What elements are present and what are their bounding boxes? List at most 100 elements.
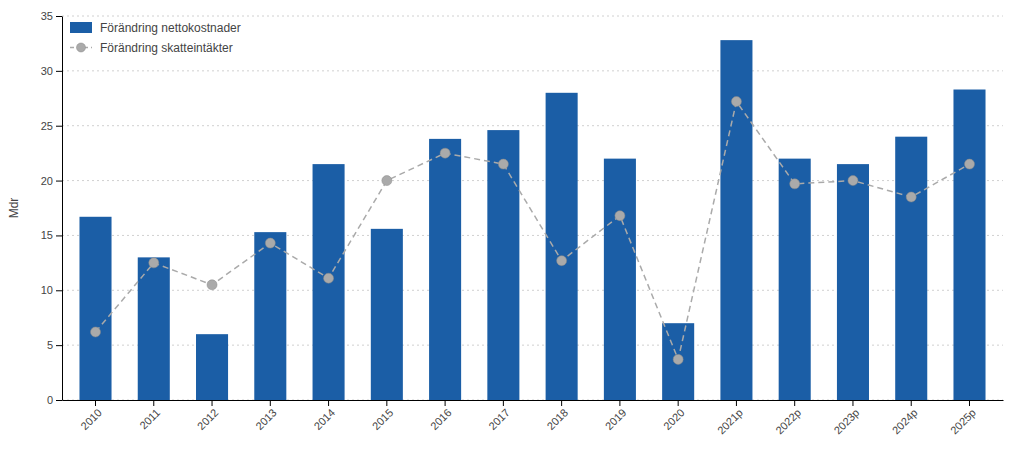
grid-line <box>62 125 1003 126</box>
x-tick-mark <box>794 400 795 406</box>
y-tick-mark <box>56 181 62 182</box>
bar <box>196 334 228 400</box>
marker <box>440 148 450 158</box>
x-tick: 2010 <box>78 400 104 432</box>
y-tick: 15 <box>41 229 62 241</box>
x-tick-label: 2019 <box>603 406 629 432</box>
bar <box>138 257 170 400</box>
x-tick-mark <box>678 400 679 406</box>
x-tick-mark <box>503 400 504 406</box>
x-tick-mark <box>561 400 562 406</box>
x-tick-label: 2022p <box>773 406 803 436</box>
x-tick-mark <box>153 400 154 406</box>
x-tick-mark <box>852 400 853 406</box>
bar <box>779 159 811 400</box>
bar-series <box>79 40 985 400</box>
legend-label: Förändring skatteintäkter <box>100 41 233 55</box>
marker <box>790 179 800 189</box>
x-tick: 2013 <box>253 400 279 432</box>
marker <box>673 354 683 364</box>
x-tick: 2014 <box>311 400 337 432</box>
x-tick: 2018 <box>544 400 570 432</box>
bar <box>487 130 519 400</box>
plot: 0510152025303520102011201220132014201520… <box>41 10 1004 436</box>
marker <box>615 211 625 221</box>
legend-swatch <box>70 22 92 33</box>
x-tick-label: 2011 <box>137 406 162 431</box>
y-tick-mark <box>56 345 62 346</box>
x-tick-label: 2010 <box>78 406 104 432</box>
bar <box>429 139 461 400</box>
x-tick-label: 2015 <box>370 406 396 432</box>
x-tick-mark <box>270 400 271 406</box>
x-tick: 2020 <box>661 400 687 432</box>
legend-item: Förändring nettokostnader <box>70 21 241 35</box>
x-tick: 2022p <box>773 400 803 436</box>
marks <box>79 40 985 400</box>
y-tick-mark <box>56 290 62 291</box>
bar <box>254 232 286 400</box>
bar <box>837 164 869 400</box>
y-tick-mark <box>56 235 62 236</box>
marker <box>906 192 916 202</box>
x-tick-mark <box>95 400 96 406</box>
line-series <box>91 97 975 365</box>
line <box>96 102 970 360</box>
marker <box>382 176 392 186</box>
marker <box>324 273 334 283</box>
x-tick: 2015 <box>370 400 396 432</box>
x-tick: 2017 <box>486 400 512 432</box>
y-tick: 30 <box>41 65 62 77</box>
y-tick: 0 <box>47 394 62 406</box>
x-tick-label: 2013 <box>253 406 279 432</box>
x-tick-label: 2012 <box>195 406 221 432</box>
x-tick-label: 2018 <box>544 406 570 432</box>
marker <box>265 238 275 248</box>
y-tick: 10 <box>41 284 62 296</box>
x-axis-line <box>63 400 1004 401</box>
x-tick-mark <box>328 400 329 406</box>
x-tick-label: 2024p <box>890 406 920 436</box>
x-tick-label: 2016 <box>428 406 454 432</box>
y-tick-label: 25 <box>41 120 53 132</box>
y-tick-label: 10 <box>41 284 53 296</box>
y-tick-label: 20 <box>41 175 53 187</box>
y-tick: 25 <box>41 120 62 132</box>
bar <box>546 93 578 400</box>
marker <box>557 256 567 266</box>
x-tick-label: 2023p <box>831 406 861 436</box>
x-tick: 2023p <box>831 400 861 436</box>
y-tick-mark <box>56 71 62 72</box>
y-tick-mark <box>56 16 62 17</box>
grid-line <box>62 70 1003 71</box>
bar <box>953 90 985 400</box>
x-tick: 2025p <box>948 400 978 436</box>
x-tick: 2012 <box>195 400 221 432</box>
marker <box>964 159 974 169</box>
x-tick: 2024p <box>890 400 920 436</box>
x-tick-mark <box>969 400 970 406</box>
x-tick-mark <box>911 400 912 406</box>
x-tick: 2019 <box>603 400 629 432</box>
x-tick-mark <box>212 400 213 406</box>
bar <box>371 229 403 400</box>
y-tick-label: 35 <box>41 10 53 22</box>
grid <box>62 16 1003 400</box>
x-tick-label: 2020 <box>661 406 687 432</box>
marker <box>731 97 741 107</box>
legend-label: Förändring nettokostnader <box>100 21 241 35</box>
bar <box>313 164 345 400</box>
bar <box>895 137 927 400</box>
y-tick: 35 <box>41 10 62 22</box>
x-tick: 2021p <box>715 400 745 436</box>
marker <box>848 176 858 186</box>
x-tick: 2016 <box>428 400 454 432</box>
bar <box>604 159 636 400</box>
y-tick-mark <box>56 400 62 401</box>
y-tick-label: 5 <box>47 339 53 351</box>
x-axis: 2010 2011 2012 2013 2014 2015 2016 2017 2018 2019… <box>63 400 1004 436</box>
marker <box>498 159 508 169</box>
y-axis: 0 5 10 15 20 25 30 35 <box>41 10 63 406</box>
y-tick-mark <box>56 126 62 127</box>
bar <box>720 40 752 400</box>
